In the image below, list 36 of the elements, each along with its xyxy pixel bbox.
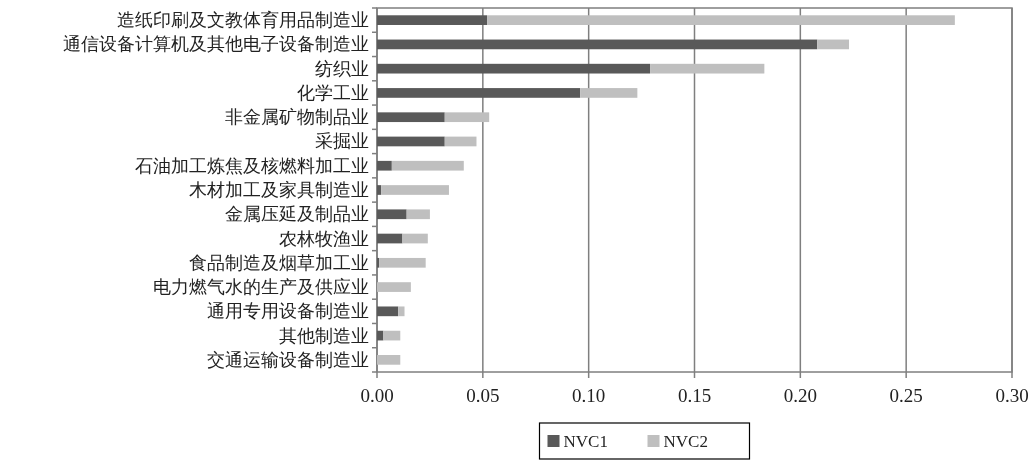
bar [487,15,955,25]
bar [377,282,411,292]
bar [580,88,638,98]
x-tick-label: 0.05 [466,385,500,406]
x-tick-label: 0.20 [783,385,817,406]
bar [406,209,430,220]
bar [402,233,428,244]
bar [377,306,399,317]
legend-label: NVC1 [563,432,608,451]
bar [383,330,401,341]
bar [377,160,392,171]
bar [377,39,818,50]
bar [650,63,765,74]
bar [377,136,445,147]
x-tick-label: 0.10 [572,385,606,406]
bar [444,136,477,147]
bar [377,15,488,25]
bar [381,185,449,195]
bar [377,209,407,220]
x-tick-label: 0.00 [360,385,394,406]
bar [377,185,382,195]
bar [817,39,850,50]
bar [391,160,464,171]
bar [377,88,581,98]
bar [398,306,405,317]
bar [377,63,651,74]
bar [377,355,401,365]
bar [377,112,445,123]
bar [377,233,403,244]
bar [444,112,490,123]
x-tick-label: 0.15 [677,385,712,406]
x-tick-label: 0.30 [995,385,1029,406]
bar [377,257,380,268]
legend-label: NVC2 [663,432,708,451]
bar [379,257,426,268]
x-tick-label: 0.25 [889,385,923,406]
